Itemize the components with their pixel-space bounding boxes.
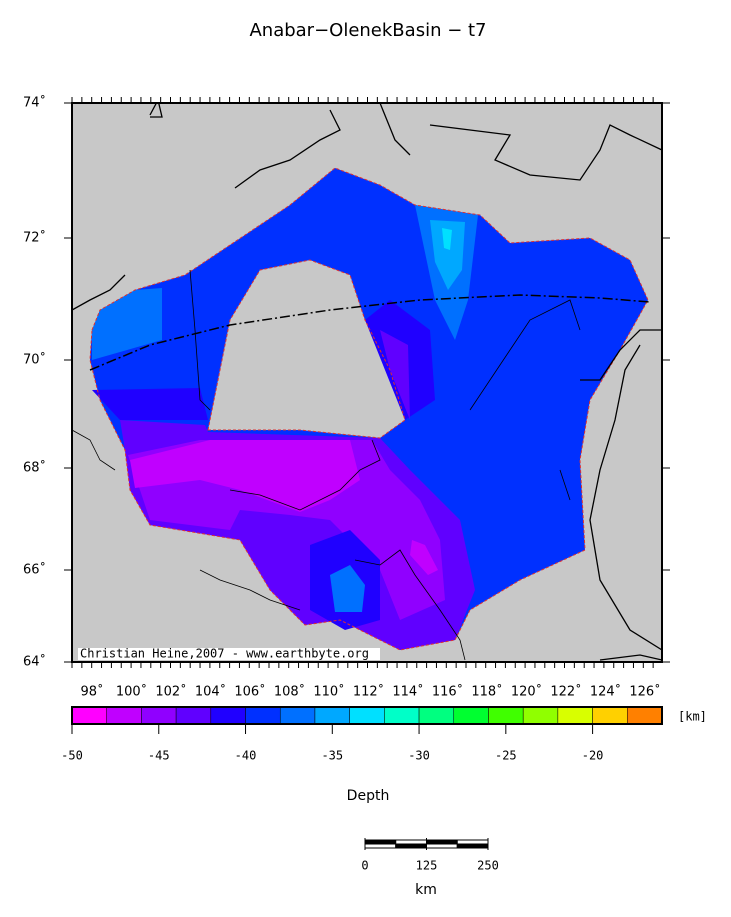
scale-bar-segment bbox=[364, 839, 397, 845]
depth-zone bbox=[330, 565, 365, 612]
scale-bar-segment bbox=[456, 839, 489, 845]
depth-zone bbox=[430, 220, 465, 290]
colorbar-segment bbox=[418, 706, 455, 725]
lat-label: 74˚ bbox=[23, 95, 46, 111]
colorbar-segment bbox=[453, 706, 489, 725]
lon-label: 120˚ bbox=[511, 684, 542, 700]
depth-zone bbox=[92, 288, 162, 360]
scale-bar-segment bbox=[395, 843, 427, 849]
colorbar-segment bbox=[141, 706, 177, 725]
scale-bar-segment bbox=[395, 839, 427, 845]
scale-tick-label: 0 bbox=[361, 859, 368, 873]
scale-tick-label: 250 bbox=[477, 859, 499, 873]
colorbar-segment bbox=[557, 706, 593, 725]
depth-zone bbox=[442, 228, 452, 250]
depth-zone bbox=[92, 300, 435, 420]
frame-ticks bbox=[71, 97, 654, 668]
lon-label: 102˚ bbox=[155, 684, 186, 700]
basin-outline bbox=[89, 167, 649, 651]
colorbar-tick-label: -45 bbox=[148, 749, 170, 763]
colorbar-segment bbox=[314, 706, 350, 725]
colorbar-tick-label: -20 bbox=[582, 749, 604, 763]
depth-field bbox=[72, 103, 662, 661]
lon-label: 116˚ bbox=[432, 684, 463, 700]
colorbar-segment bbox=[384, 706, 420, 725]
scale-unit: km bbox=[415, 882, 437, 898]
lon-label: 100˚ bbox=[116, 684, 147, 700]
lon-label: 126˚ bbox=[629, 684, 660, 700]
lat-label: 64˚ bbox=[23, 654, 46, 670]
colorbar-segment bbox=[488, 706, 524, 725]
colorbar-tick-label: -40 bbox=[235, 749, 257, 763]
colorbar-segment bbox=[592, 706, 628, 725]
lon-label: 124˚ bbox=[590, 684, 621, 700]
depth-zone bbox=[130, 440, 438, 575]
lon-label: 114˚ bbox=[392, 684, 423, 700]
lat-label: 72˚ bbox=[23, 230, 46, 246]
colorbar-tick-label: -25 bbox=[495, 749, 517, 763]
colorbar-tick-label: -35 bbox=[321, 749, 343, 763]
lat-label: 70˚ bbox=[23, 352, 46, 368]
profile-line bbox=[89, 294, 651, 371]
colorbar-segment bbox=[106, 706, 142, 725]
lon-label: 118˚ bbox=[471, 684, 502, 700]
colorbar-segment bbox=[279, 706, 316, 725]
lon-label: 110˚ bbox=[313, 684, 344, 700]
colorbar-segment bbox=[245, 706, 281, 725]
colorbar-tick-label: -30 bbox=[408, 749, 430, 763]
lon-label: 122˚ bbox=[550, 684, 581, 700]
credit-box bbox=[78, 648, 380, 660]
border-line bbox=[72, 269, 581, 661]
colorbar-segment bbox=[71, 706, 107, 725]
lat-label: 66˚ bbox=[23, 562, 46, 578]
credit: Christian Heine,2007 - www.earthbyte.org bbox=[80, 647, 369, 661]
scale-bar-segment bbox=[364, 843, 397, 849]
lon-label: 98˚ bbox=[80, 684, 103, 700]
coastline bbox=[72, 103, 662, 661]
lon-label: 112˚ bbox=[353, 684, 384, 700]
lon-label: 106˚ bbox=[234, 684, 265, 700]
scale-tick-label: 125 bbox=[416, 859, 438, 873]
colorbar-frame bbox=[71, 706, 663, 725]
colorbar-segment bbox=[210, 706, 246, 725]
colorbar-label: Depth bbox=[347, 788, 390, 804]
colorbar-segment bbox=[522, 706, 559, 725]
title: Anabar−OlenekBasin − t7 bbox=[249, 20, 486, 41]
scale-bar-segment bbox=[456, 843, 489, 849]
colorbar-segment bbox=[349, 706, 385, 725]
colorbar-segment bbox=[627, 706, 663, 725]
lat-label: 68˚ bbox=[23, 460, 46, 476]
scale-bar-segment bbox=[426, 843, 458, 849]
colorbar-segment bbox=[175, 706, 212, 725]
colorbar-unit: [km] bbox=[678, 710, 707, 724]
scale-bar-segment bbox=[426, 839, 458, 845]
lon-label: 108˚ bbox=[274, 684, 305, 700]
lon-label: 104˚ bbox=[195, 684, 226, 700]
depth-zone bbox=[128, 440, 445, 620]
colorbar-tick-label: -50 bbox=[61, 749, 83, 763]
